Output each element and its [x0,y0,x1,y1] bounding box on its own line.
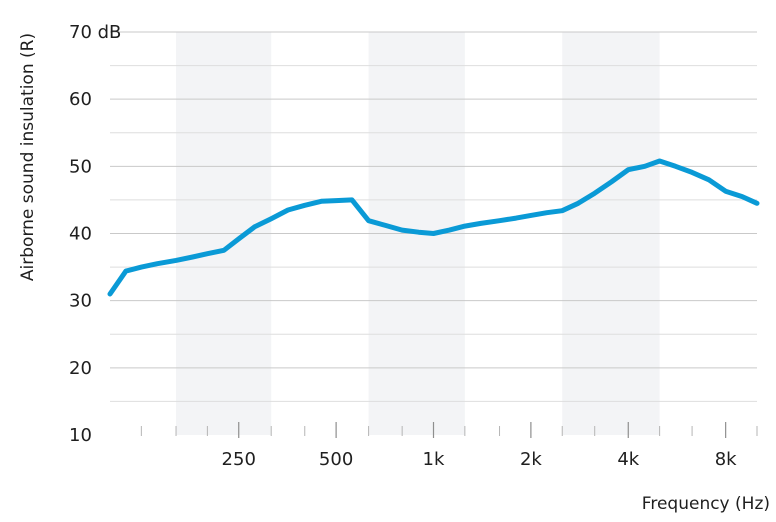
x-tick-label: 500 [319,449,353,470]
y-axis-ticks: 10 20 30 40 50 60 70 dB [69,22,121,446]
gridlines [110,31,757,402]
x-axis-label: Frequency (Hz) [642,494,770,514]
series-layer [107,158,760,297]
y-tick-label: 30 [69,291,92,312]
x-tick-label: 1k [423,449,445,470]
x-tick-label: 2k [520,449,542,470]
y-tick-label: 20 [69,358,92,379]
y-tick-label: 50 [69,156,92,177]
x-tick-label: 4k [617,449,639,470]
series-line-1 [107,158,760,297]
x-tick-label: 8k [715,449,737,470]
y-tick-label: 60 [69,89,92,110]
x-tick-label: 250 [222,449,256,470]
y-axis-label: Airborne sound insulation (R) [18,33,38,281]
y-tick-label: 40 [69,224,92,245]
y-tick-label: 10 [69,425,92,446]
x-axis-ticks: 250 500 1k 2k 4k 8k [140,422,758,470]
y-tick-label: 70 dB [69,22,121,43]
